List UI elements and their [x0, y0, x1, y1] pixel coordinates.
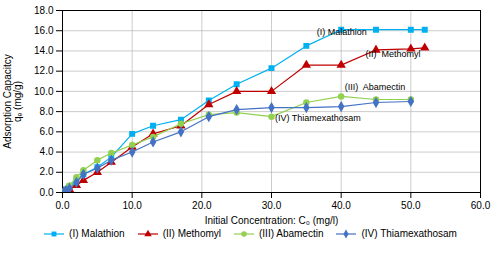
- svg-text:(III) Abamectin: (III) Abamectin: [345, 82, 406, 92]
- svg-text:2.0: 2.0: [40, 166, 54, 177]
- svg-text:14.0: 14.0: [34, 45, 54, 56]
- svg-text:(IV) Thiamexathosam: (IV) Thiamexathosam: [275, 113, 361, 123]
- svg-text:10.0: 10.0: [122, 200, 142, 211]
- svg-text:Initial Concentration: C₀ (mg/: Initial Concentration: C₀ (mg/l): [205, 215, 339, 226]
- svg-text:10.0: 10.0: [34, 86, 54, 97]
- svg-text:8.0: 8.0: [40, 106, 54, 117]
- svg-text:0.0: 0.0: [56, 200, 70, 211]
- svg-text:18.0: 18.0: [34, 5, 54, 16]
- svg-text:(I) Malathion: (I) Malathion: [317, 27, 367, 37]
- svg-text:0.0: 0.0: [40, 187, 54, 198]
- html-text:(III) Abamectin: (III) Abamectin: [259, 228, 324, 239]
- svg-text:16.0: 16.0: [34, 25, 54, 36]
- svg-text:Adsorption Capacitcyqₑ (mg/g): Adsorption Capacitcyqₑ (mg/g): [2, 54, 23, 149]
- html-text:(IV) Thiamexathosam: (IV) Thiamexathosam: [361, 228, 457, 239]
- svg-text:(II) Methomyl: (II) Methomyl: [366, 49, 421, 59]
- svg-text:4.0: 4.0: [40, 146, 54, 157]
- html-text:(I) Malathion: (I) Malathion: [69, 228, 125, 239]
- svg-text:40.0: 40.0: [331, 200, 351, 211]
- svg-text:30.0: 30.0: [262, 200, 282, 211]
- svg-text:6.0: 6.0: [40, 126, 54, 137]
- svg-text:12.0: 12.0: [34, 65, 54, 76]
- svg-text:20.0: 20.0: [192, 200, 212, 211]
- svg-text:50.0: 50.0: [401, 200, 421, 211]
- html-text:(II) Methomyl: (II) Methomyl: [162, 228, 221, 239]
- svg-text:60.0: 60.0: [471, 200, 491, 211]
